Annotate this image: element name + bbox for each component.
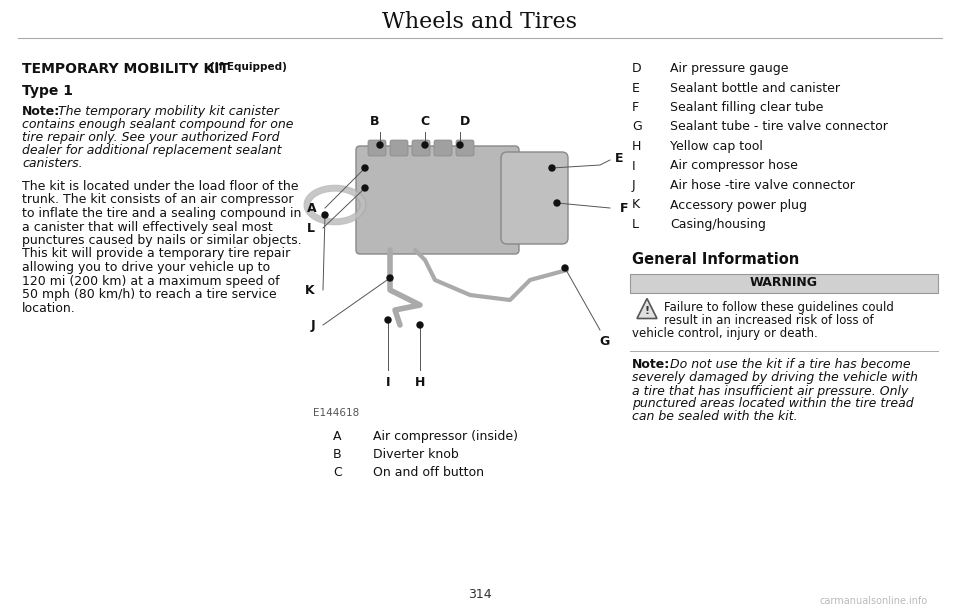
Text: WARNING: WARNING <box>750 277 818 290</box>
Text: severely damaged by driving the vehicle with: severely damaged by driving the vehicle … <box>632 371 918 384</box>
Text: H: H <box>415 376 425 389</box>
Circle shape <box>385 317 391 323</box>
Text: !: ! <box>644 306 650 316</box>
Text: 50 mph (80 km/h) to reach a tire service: 50 mph (80 km/h) to reach a tire service <box>22 288 276 301</box>
Text: dealer for additional replacement sealant: dealer for additional replacement sealan… <box>22 144 281 157</box>
Polygon shape <box>637 299 657 318</box>
FancyBboxPatch shape <box>412 140 430 156</box>
Text: Air pressure gauge: Air pressure gauge <box>670 62 788 75</box>
Text: location.: location. <box>22 301 76 315</box>
Text: 120 mi (200 km) at a maximum speed of: 120 mi (200 km) at a maximum speed of <box>22 274 279 288</box>
Text: to inflate the tire and a sealing compound in: to inflate the tire and a sealing compou… <box>22 207 301 220</box>
Text: G: G <box>600 335 611 348</box>
FancyBboxPatch shape <box>456 140 474 156</box>
Text: C: C <box>420 115 429 128</box>
FancyBboxPatch shape <box>356 146 519 254</box>
Text: TEMPORARY MOBILITY KIT: TEMPORARY MOBILITY KIT <box>22 62 229 76</box>
Text: D: D <box>632 62 641 75</box>
Text: The kit is located under the load floor of the: The kit is located under the load floor … <box>22 180 299 193</box>
Text: (If Equipped): (If Equipped) <box>210 62 287 72</box>
Circle shape <box>554 200 560 206</box>
FancyBboxPatch shape <box>434 140 452 156</box>
Text: This kit will provide a temporary tire repair: This kit will provide a temporary tire r… <box>22 247 290 260</box>
Text: Sealant bottle and canister: Sealant bottle and canister <box>670 81 840 95</box>
Circle shape <box>422 142 428 148</box>
Text: Air compressor hose: Air compressor hose <box>670 159 798 172</box>
Text: Accessory power plug: Accessory power plug <box>670 199 807 211</box>
Circle shape <box>417 322 423 328</box>
Text: J: J <box>632 179 636 192</box>
Text: J: J <box>310 318 315 332</box>
Text: Air hose -tire valve connector: Air hose -tire valve connector <box>670 179 854 192</box>
Text: C: C <box>333 466 342 479</box>
Text: D: D <box>460 115 470 128</box>
Text: Note:: Note: <box>22 105 60 118</box>
Circle shape <box>362 165 368 171</box>
Text: allowing you to drive your vehicle up to: allowing you to drive your vehicle up to <box>22 261 270 274</box>
Text: Type 1: Type 1 <box>22 84 73 98</box>
Text: G: G <box>632 120 641 133</box>
Circle shape <box>457 142 463 148</box>
Text: On and off button: On and off button <box>373 466 484 479</box>
Text: I: I <box>632 159 636 172</box>
Text: Do not use the kit if a tire has become: Do not use the kit if a tire has become <box>670 359 911 371</box>
Text: General Information: General Information <box>632 252 800 266</box>
Text: result in an increased risk of loss of: result in an increased risk of loss of <box>664 313 874 326</box>
Text: Sealant tube - tire valve connector: Sealant tube - tire valve connector <box>670 120 888 133</box>
Text: Casing/housing: Casing/housing <box>670 218 766 231</box>
Text: Sealant filling clear tube: Sealant filling clear tube <box>670 101 824 114</box>
Text: L: L <box>632 218 639 231</box>
Text: B: B <box>333 448 342 461</box>
Circle shape <box>322 212 328 218</box>
Text: F: F <box>620 202 629 214</box>
Text: punctured areas located within the tire tread: punctured areas located within the tire … <box>632 398 914 411</box>
Circle shape <box>377 142 383 148</box>
Text: canisters.: canisters. <box>22 157 83 170</box>
Text: F: F <box>632 101 639 114</box>
Circle shape <box>362 185 368 191</box>
Text: I: I <box>386 376 391 389</box>
Text: 314: 314 <box>468 588 492 601</box>
Text: can be sealed with the kit.: can be sealed with the kit. <box>632 411 798 423</box>
Text: B: B <box>371 115 380 128</box>
Text: Note:: Note: <box>632 359 670 371</box>
Text: contains enough sealant compound for one: contains enough sealant compound for one <box>22 118 294 131</box>
Circle shape <box>549 165 555 171</box>
FancyBboxPatch shape <box>630 274 938 293</box>
Text: Yellow cap tool: Yellow cap tool <box>670 140 763 153</box>
Text: punctures caused by nails or similar objects.: punctures caused by nails or similar obj… <box>22 234 301 247</box>
Text: The temporary mobility kit canister: The temporary mobility kit canister <box>58 105 278 118</box>
Text: Diverter knob: Diverter knob <box>373 448 459 461</box>
Text: carmanualsonline.info: carmanualsonline.info <box>820 596 928 606</box>
Circle shape <box>387 275 393 281</box>
FancyBboxPatch shape <box>390 140 408 156</box>
Text: Wheels and Tires: Wheels and Tires <box>382 11 578 33</box>
FancyBboxPatch shape <box>501 152 568 244</box>
Text: Failure to follow these guidelines could: Failure to follow these guidelines could <box>664 301 894 313</box>
Text: Air compressor (inside): Air compressor (inside) <box>373 430 518 443</box>
Text: E: E <box>615 152 623 164</box>
Text: tire repair only. See your authorized Ford: tire repair only. See your authorized Fo… <box>22 131 279 144</box>
Text: a tire that has insufficient air pressure. Only: a tire that has insufficient air pressur… <box>632 384 908 398</box>
Text: E: E <box>632 81 640 95</box>
Text: K: K <box>632 199 640 211</box>
FancyBboxPatch shape <box>368 140 386 156</box>
Text: H: H <box>632 140 641 153</box>
Text: vehicle control, injury or death.: vehicle control, injury or death. <box>632 326 818 340</box>
Text: A: A <box>307 202 317 214</box>
Circle shape <box>562 265 568 271</box>
Text: K: K <box>305 284 315 296</box>
Text: a canister that will effectively seal most: a canister that will effectively seal mo… <box>22 221 273 233</box>
Text: L: L <box>307 222 315 235</box>
Text: trunk. The kit consists of an air compressor: trunk. The kit consists of an air compre… <box>22 194 294 207</box>
Text: A: A <box>333 430 342 443</box>
Text: E144618: E144618 <box>313 408 359 418</box>
